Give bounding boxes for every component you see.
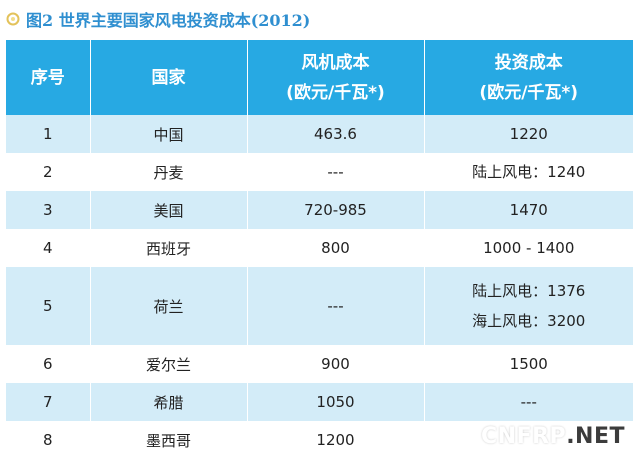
investment-cost-line: --- [520, 393, 537, 411]
cell-turbine-cost: 900 [247, 345, 425, 383]
header-investment-cost-title: 投资成本 [494, 52, 563, 73]
investment-cost-line: 1500 [509, 355, 548, 373]
cell-investment-cost: 1470 [424, 191, 633, 229]
table-row: 5 荷兰 --- 陆上风电：1376 海上风电：3200 [6, 267, 633, 345]
cell-country: 美国 [90, 191, 248, 229]
cell-country: 荷兰 [90, 267, 248, 345]
header-turbine-cost: 风机成本 (欧元/千瓦*) [247, 40, 425, 115]
header-investment-cost: 投资成本 (欧元/千瓦*) [424, 40, 633, 115]
table-row: 3 美国 720-985 1470 [6, 191, 633, 229]
cell-turbine-cost: 720-985 [247, 191, 425, 229]
investment-cost-line: 1220 [509, 125, 548, 143]
table-caption: 图2 世界主要国家风电投资成本(2012) [6, 8, 310, 30]
cell-investment-cost [424, 421, 633, 455]
cell-turbine-cost: 1200 [247, 421, 425, 455]
caption-text: 图2 世界主要国家风电投资成本(2012) [26, 11, 311, 30]
cell-turbine-cost: --- [247, 153, 425, 191]
cell-investment-cost: 1500 [424, 345, 633, 383]
cell-investment-cost: 1000 - 1400 [424, 229, 633, 267]
investment-cost-line: 陆上风电：1240 [472, 163, 586, 181]
cell-investment-cost: 陆上风电：1240 [424, 153, 633, 191]
cell-index: 5 [6, 267, 91, 345]
cell-turbine-cost: --- [247, 267, 425, 345]
cell-country: 中国 [90, 115, 248, 153]
cell-index: 6 [6, 345, 91, 383]
cell-investment-cost: --- [424, 383, 633, 421]
table-row: 1 中国 463.6 1220 [6, 115, 633, 153]
header-turbine-cost-title: 风机成本 [301, 52, 370, 73]
cell-index: 7 [6, 383, 91, 421]
wind-cost-table: 序号 国家 风机成本 (欧元/千瓦*) 投资成本 (欧元/千瓦*) 1 中国 463… [6, 40, 633, 455]
cell-turbine-cost: 463.6 [247, 115, 425, 153]
cell-country: 希腊 [90, 383, 248, 421]
cell-index: 1 [6, 115, 91, 153]
investment-cost-line: 1470 [509, 201, 548, 219]
table-row: 8 墨西哥 1200 [6, 421, 633, 455]
table-row: 6 爱尔兰 900 1500 [6, 345, 633, 383]
cell-country: 墨西哥 [90, 421, 248, 455]
cell-turbine-cost: 800 [247, 229, 425, 267]
table-header-row: 序号 国家 风机成本 (欧元/千瓦*) 投资成本 (欧元/千瓦*) [6, 40, 633, 115]
table-body: 1 中国 463.6 1220 2 丹麦 --- 陆上风电：1240 3 美国 720-985 147… [6, 115, 633, 455]
header-turbine-cost-unit: (欧元/千瓦*) [286, 82, 385, 103]
table-row: 2 丹麦 --- 陆上风电：1240 [6, 153, 633, 191]
investment-cost-line: 海上风电：3200 [472, 312, 586, 330]
investment-cost-line: 1000 - 1400 [483, 239, 575, 257]
cell-index: 4 [6, 229, 91, 267]
site-watermark: CNFRP .NET [481, 424, 625, 449]
table-row: 7 希腊 1050 --- [6, 383, 633, 421]
cell-index: 2 [6, 153, 91, 191]
investment-cost-line: 陆上风电：1376 [472, 282, 586, 300]
cell-investment-cost: 1220 [424, 115, 633, 153]
cell-investment-cost: 陆上风电：1376 海上风电：3200 [424, 267, 633, 345]
header-index: 序号 [6, 40, 91, 115]
cell-country: 西班牙 [90, 229, 248, 267]
cell-index: 8 [6, 421, 91, 455]
ring-bullet-icon [6, 12, 20, 26]
watermark-part-a: CNFRP [481, 424, 567, 449]
cell-country: 丹麦 [90, 153, 248, 191]
header-country: 国家 [90, 40, 248, 115]
cell-turbine-cost: 1050 [247, 383, 425, 421]
table-row: 4 西班牙 800 1000 - 1400 [6, 229, 633, 267]
header-investment-cost-unit: (欧元/千瓦*) [479, 82, 579, 103]
cell-country: 爱尔兰 [90, 345, 248, 383]
watermark-part-b: .NET [566, 424, 625, 449]
cell-index: 3 [6, 191, 91, 229]
